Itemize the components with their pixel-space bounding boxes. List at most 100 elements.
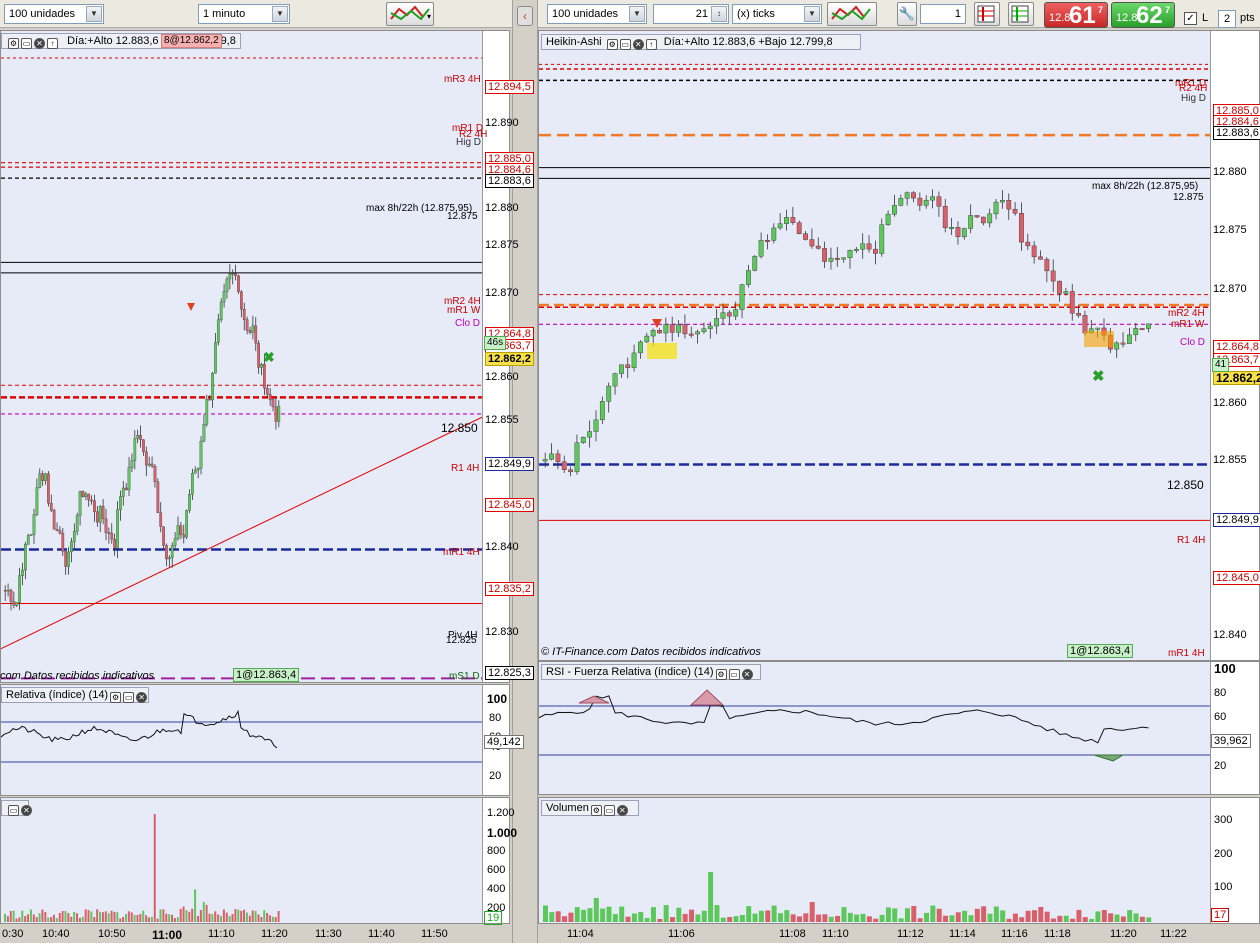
points-input[interactable]: 2 <box>1218 10 1236 28</box>
right-rsi-tick: 80 <box>1214 687 1227 699</box>
candle <box>271 399 275 408</box>
wrench-icon[interactable]: 🔧 <box>897 2 917 26</box>
right-rsi-tick: 20 <box>1214 760 1227 772</box>
mode-checkbox[interactable]: ✓ <box>1184 12 1197 25</box>
close-icon[interactable]: ✕ <box>136 692 148 703</box>
volume-bar <box>194 889 197 922</box>
highlight-zone <box>1084 331 1114 347</box>
left-time-tick: 10:50 <box>98 928 126 940</box>
left-units-select[interactable]: 100 unidades ▼ <box>4 4 104 24</box>
left-rsi-pane[interactable]: Relativa (índice) (14) ⚙ ▭ ✕ <box>0 684 510 796</box>
left-rsi-svg <box>1 709 482 763</box>
ticks-stepper[interactable]: 21 ↕ <box>653 4 729 24</box>
ticks-unit-select[interactable]: (x) ticks ▼ <box>732 4 822 24</box>
timeframe-select[interactable]: 1 minuto ▼ <box>198 4 290 24</box>
sell-ladder-icon <box>977 5 995 23</box>
collapse-arrow-icon[interactable]: ‹ <box>517 6 533 26</box>
wrench-icon[interactable]: ⚙ <box>110 692 122 703</box>
close-icon[interactable]: ✕ <box>632 39 644 50</box>
arrow-up-icon[interactable]: ↑ <box>47 38 58 49</box>
window-icon[interactable]: ▭ <box>619 39 631 50</box>
volume-bar <box>44 912 47 922</box>
candle <box>968 215 974 229</box>
left-level-label: Piv 4H <box>448 630 478 641</box>
volume-bar <box>924 912 929 922</box>
pane-splitter[interactable]: ‹ <box>512 0 538 943</box>
right-rsi-pane[interactable]: RSI - Fuerza Relativa (índice) (14) ⚙ ▭ ✕ <box>538 661 1260 795</box>
volume-bar <box>784 910 790 922</box>
window-icon[interactable]: ▭ <box>8 805 19 816</box>
buy-button[interactable]: 12.8 62 7 <box>1111 2 1175 29</box>
left-price-tick: 12.855 <box>485 414 519 426</box>
candle <box>1133 328 1139 336</box>
ticks-unit-value: (x) ticks <box>737 8 775 20</box>
candle <box>185 510 188 538</box>
candle <box>1012 208 1018 214</box>
candle <box>211 373 214 401</box>
wrench-icon[interactable]: ⚙ <box>606 39 618 50</box>
volume-bar <box>64 911 67 922</box>
left-time-tick: 11:10 <box>208 928 235 940</box>
volume-bar <box>695 914 701 922</box>
right-level-label: R1 4H <box>1177 535 1206 546</box>
overbought-fill <box>578 695 610 704</box>
chart-type-button[interactable]: ▾ <box>386 2 434 26</box>
window-icon[interactable]: ▭ <box>123 692 135 703</box>
candle <box>222 291 226 303</box>
timeframe-value: 1 minuto <box>203 8 246 20</box>
close-icon[interactable]: ✕ <box>616 805 628 816</box>
window-icon[interactable]: ▭ <box>728 669 740 680</box>
volume-bar <box>268 915 271 922</box>
volume-bar <box>1000 910 1006 922</box>
right-units-select[interactable]: 100 unidades ▼ <box>547 4 647 24</box>
candle <box>1057 280 1062 294</box>
volume-bar <box>777 913 783 922</box>
window-icon[interactable]: ▭ <box>21 38 32 49</box>
close-icon[interactable]: ✕ <box>21 805 32 816</box>
sell-button[interactable]: 12.8 61 7 <box>1044 2 1108 29</box>
close-icon[interactable]: ✕ <box>34 38 45 49</box>
right-price-chart[interactable]: ✖ Heikin-Ashi ⚙ ▭ ✕ ↑ Día:+Alto 12.883,6 +B… <box>538 30 1260 661</box>
right-level-label: mR2 4H <box>1168 308 1205 319</box>
wrench-icon[interactable]: ⚙ <box>715 669 727 680</box>
right-price-tick: 12.849,9 <box>1213 513 1260 527</box>
volume-bar <box>873 918 879 922</box>
volume-bar <box>981 906 987 922</box>
volume-bar <box>220 916 222 922</box>
candle <box>216 319 220 343</box>
right-volume-pane[interactable]: Volumen ⚙ ▭ ✕ <box>538 797 1260 924</box>
volume-bar <box>228 916 231 922</box>
candle <box>49 503 53 511</box>
chart-type-button[interactable] <box>827 2 877 26</box>
right-rsi-value: 39,962 <box>1211 734 1251 748</box>
candle <box>87 493 91 501</box>
candle <box>15 602 19 606</box>
volume-bar <box>1095 911 1101 922</box>
arrow-up-icon[interactable]: ↑ <box>645 39 657 50</box>
volume-bar <box>257 914 260 922</box>
sell-prefix: 12.8 <box>1049 12 1071 24</box>
right-volume-tick: 200 <box>1214 848 1233 860</box>
left-volume-pane[interactable]: ▭ ✕ <box>0 797 510 924</box>
left-price-chart[interactable]: ✖ ⚙ ▭ ✕ ↑ Día:+Alto 12.883,6 +Bajo 12.799,8… <box>0 30 510 683</box>
candle <box>274 406 278 422</box>
volume-bar <box>156 918 159 922</box>
right-rsi-tick: 100 <box>1214 661 1236 676</box>
volume-bar <box>1012 913 1018 922</box>
volume-bar <box>61 911 64 922</box>
wrench-icon[interactable]: ⚙ <box>8 38 19 49</box>
candle <box>1127 334 1132 344</box>
buy-ladder-button[interactable] <box>1008 2 1034 26</box>
volume-bar <box>1057 915 1063 922</box>
left-toolbar: 100 unidades ▼ 1 minuto ▼ ▾ <box>0 0 512 28</box>
candle <box>263 364 266 389</box>
quantity-input[interactable]: 1 <box>920 4 966 24</box>
close-icon[interactable]: ✕ <box>741 669 753 680</box>
stepper-arrows-icon[interactable]: ↕ <box>711 6 727 22</box>
sell-ladder-button[interactable] <box>974 2 1000 26</box>
wrench-icon[interactable]: ⚙ <box>590 805 602 816</box>
window-icon[interactable]: ▭ <box>603 805 615 816</box>
candle <box>834 257 840 260</box>
volume-bar <box>182 906 185 922</box>
volume-bar <box>222 909 225 922</box>
